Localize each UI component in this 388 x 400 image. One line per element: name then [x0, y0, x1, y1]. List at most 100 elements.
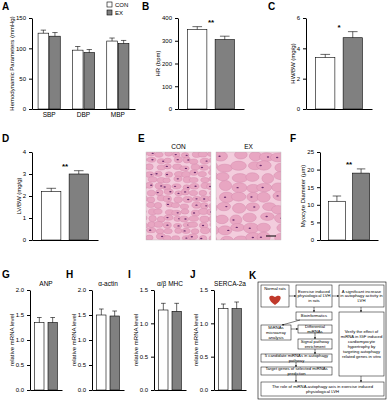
- nucleus: [236, 227, 238, 228]
- error-bar: [87, 50, 92, 53]
- nucleus: [185, 237, 187, 238]
- y-tick-mark: [175, 64, 178, 65]
- y-tick-label: 3: [23, 171, 27, 177]
- nucleus: [150, 174, 152, 175]
- y-axis-line: [320, 153, 321, 241]
- y-tick-mark: [303, 79, 306, 80]
- flow-box: [261, 354, 332, 362]
- y-tick: 1.0: [78, 337, 92, 343]
- nucleus: [157, 192, 159, 193]
- annotation: **: [346, 160, 353, 169]
- myocyte: [209, 191, 211, 196]
- plot-marks: [38, 30, 129, 109]
- nucleus: [195, 198, 197, 199]
- y-tick-mark: [175, 18, 178, 19]
- plot-marks: [188, 27, 235, 109]
- flow-box-text: DifferentialmiRNAs: [305, 324, 325, 334]
- y-tick-mark: [89, 390, 92, 391]
- myocyte: [221, 236, 234, 240]
- y-axis-title: relative mRNA level: [9, 314, 15, 366]
- legend-swatch: [107, 2, 112, 7]
- y-tick-label: 10: [307, 202, 314, 208]
- flow-arrow: [314, 307, 315, 312]
- flow-box: [298, 339, 332, 349]
- y-axis-line: [32, 153, 33, 241]
- flow-box: [261, 285, 289, 307]
- myocyte: [174, 157, 182, 163]
- y-axis-title: Myocyte Diameter (μm): [300, 165, 306, 227]
- myocyte: [156, 229, 164, 234]
- x-tick: DBP: [77, 111, 90, 118]
- subtitle: α/β MHC: [157, 280, 183, 288]
- panel-label: K: [249, 270, 257, 281]
- x-axis: [215, 390, 247, 391]
- y-tick-mark: [175, 109, 178, 110]
- myocyte: [217, 164, 232, 172]
- y-tick: 100: [162, 84, 178, 90]
- myocyte: [190, 170, 198, 176]
- myocyte: [174, 223, 182, 228]
- x-axis: [179, 109, 245, 110]
- flow-box-text-line: analysis: [268, 335, 283, 340]
- image-frame: [216, 152, 281, 240]
- x-axis: [31, 390, 63, 391]
- bar: [110, 316, 119, 390]
- y-tick-label: 1.5: [140, 287, 149, 293]
- bar: [38, 33, 49, 109]
- bar: [69, 174, 88, 240]
- y-tick-mark: [151, 390, 154, 391]
- flow-box-text: Bioinformatics: [301, 313, 327, 318]
- flow-box-text: A significant increasein autophagy activ…: [340, 289, 383, 304]
- y-tick: 2.0: [78, 287, 92, 293]
- myocyte: [189, 190, 197, 195]
- myocyte: [208, 170, 211, 175]
- y-tick-label: 1.5: [200, 287, 209, 293]
- bar: [107, 41, 118, 109]
- nucleus: [177, 193, 179, 194]
- y-tick-mark: [27, 290, 30, 291]
- myocyte: [171, 203, 179, 208]
- histology-image: [216, 152, 281, 240]
- y-tick: 400: [162, 15, 178, 21]
- y-tick-mark: [317, 152, 320, 153]
- myocyte: [200, 158, 209, 164]
- y-axis: 0.00.51.01.52.0: [78, 287, 93, 393]
- nucleus: [195, 204, 197, 205]
- myocyte: [231, 161, 247, 170]
- error-bar: [161, 303, 166, 310]
- y-tick-label: 0.5: [16, 362, 25, 368]
- nucleus: [249, 227, 251, 228]
- myocyte: [147, 202, 155, 207]
- myocyte: [180, 204, 189, 209]
- nucleus: [191, 236, 193, 237]
- nucleus: [225, 206, 227, 207]
- nucleus: [169, 191, 171, 192]
- bar: [42, 192, 61, 240]
- flow-arrow: [332, 296, 339, 297]
- nucleus: [168, 198, 170, 199]
- bar: [316, 57, 335, 109]
- x-tick: SBP: [43, 111, 56, 118]
- myocyte: [231, 223, 245, 231]
- y-tick-mark: [317, 222, 320, 223]
- nucleus: [166, 224, 168, 225]
- myocyte: [164, 158, 171, 163]
- flow-box-text-line: physiological LVH: [306, 389, 339, 394]
- myocyte: [148, 177, 157, 182]
- nucleus: [194, 186, 196, 187]
- panel-label: D: [2, 133, 9, 144]
- error-bar: [348, 32, 358, 38]
- y-tick-mark: [151, 290, 154, 291]
- x-axis-line: [155, 390, 187, 391]
- myocyte: [243, 223, 258, 233]
- y-tick-mark: [303, 18, 306, 19]
- y-axis: 050100150: [16, 15, 33, 112]
- x-tick-label: MBP: [111, 111, 125, 118]
- y-tick-mark: [303, 109, 306, 110]
- myocyte: [246, 173, 259, 182]
- nucleus: [232, 219, 234, 220]
- y-tick-label: 0: [23, 106, 27, 112]
- myocyte: [163, 178, 170, 183]
- myocyte: [189, 216, 199, 221]
- x-axis: SBP DBP MBP: [33, 110, 136, 118]
